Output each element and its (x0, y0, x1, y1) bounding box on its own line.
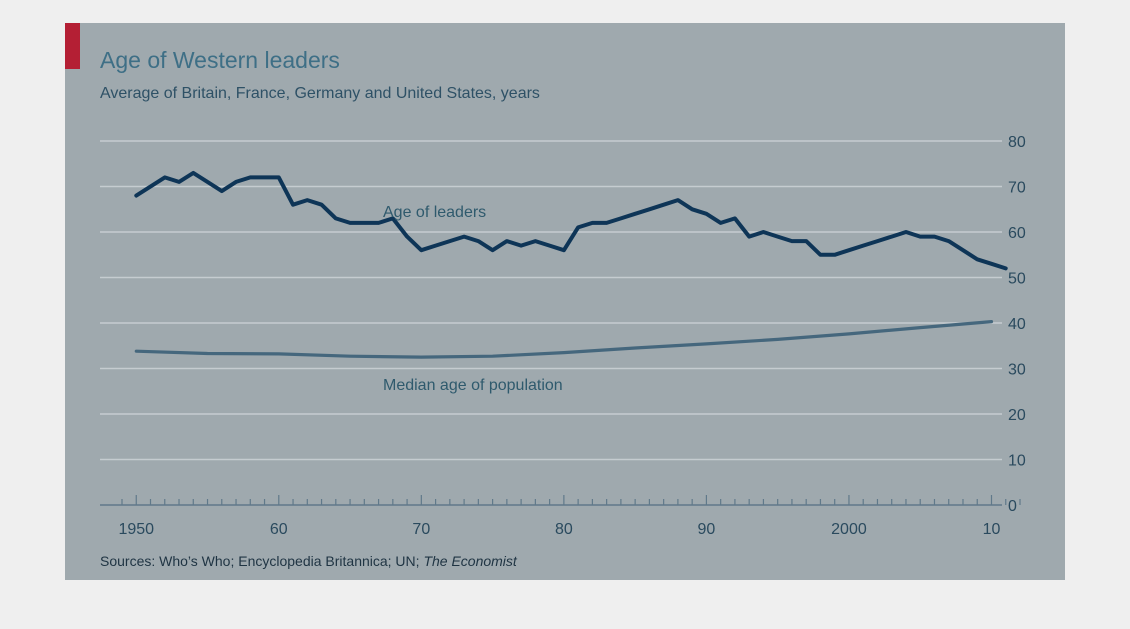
series-line-median-age (134, 320, 994, 359)
source-prefix: Sources: Who’s Who; Encyclopedia Britann… (100, 553, 423, 569)
x-tick-label: 80 (555, 521, 573, 538)
y-tick-label: 30 (1008, 362, 1026, 379)
annotation-age-of-leaders: Age of leaders (383, 204, 486, 221)
y-tick-label: 0 (1008, 498, 1017, 515)
chart-title: Age of Western leaders (100, 47, 340, 73)
source-italic: The Economist (423, 553, 517, 569)
x-axis: 1950 60 70 80 90 2000 10 (100, 495, 1021, 538)
x-tick-label: 10 (983, 521, 1001, 538)
y-axis: 0 10 20 30 40 50 60 70 80 (1008, 134, 1026, 515)
chart-svg: Age of Western leaders Average of Britai… (65, 23, 1026, 569)
x-tick-label: 90 (698, 521, 716, 538)
chart-card: Age of Western leaders Average of Britai… (65, 23, 1065, 580)
y-tick-label: 50 (1008, 271, 1026, 288)
x-tick-label: 70 (412, 521, 430, 538)
y-tick-label: 20 (1008, 407, 1026, 424)
x-tick-label: 1950 (118, 521, 154, 538)
source-note: Sources: Who’s Who; Encyclopedia Britann… (100, 553, 518, 569)
annotation-median-age: Median age of population (383, 377, 563, 394)
y-tick-label: 40 (1008, 316, 1026, 333)
chart-subtitle: Average of Britain, France, Germany and … (100, 85, 540, 102)
x-tick-label: 2000 (831, 521, 867, 538)
accent-tab (65, 23, 80, 69)
y-tick-label: 60 (1008, 225, 1026, 242)
y-tick-label: 10 (1008, 453, 1026, 470)
series-line-age-of-leaders (134, 170, 1008, 271)
gridlines (100, 140, 1002, 461)
y-tick-label: 70 (1008, 180, 1026, 197)
x-tick-label: 60 (270, 521, 288, 538)
series-group (134, 170, 1008, 359)
y-tick-label: 80 (1008, 134, 1026, 151)
